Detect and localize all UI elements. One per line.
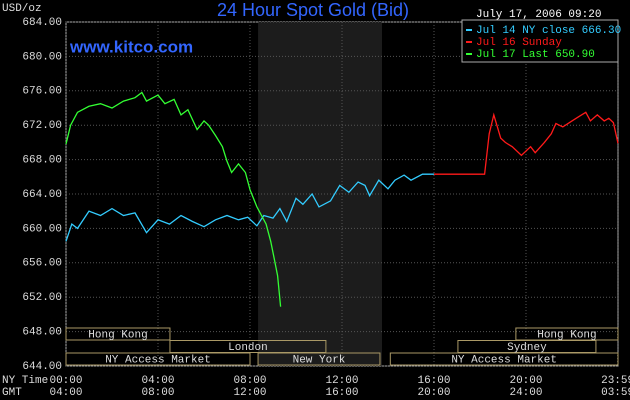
- x-tick-label: 20:00: [509, 375, 542, 387]
- y-axis-label: USD/oz: [2, 3, 42, 15]
- chart-title: 24 Hour Spot Gold (Bid): [217, 0, 409, 20]
- session-box: [65, 327, 171, 341]
- shaded-region: [258, 22, 383, 366]
- session-box: [389, 352, 619, 366]
- x-row-label: NY Time: [2, 375, 48, 387]
- legend-box: [461, 19, 619, 63]
- y-tick-label: 648.00: [22, 327, 62, 339]
- x-tick-label-gmt: 08:00: [141, 387, 174, 399]
- y-tick-label: 652.00: [22, 292, 62, 304]
- y-tick-label: 672.00: [22, 120, 62, 132]
- x-tick-label-gmt: 03:59: [601, 387, 630, 399]
- x-tick-label-gmt: 20:00: [417, 387, 450, 399]
- session-label: Hong Kong: [537, 329, 596, 341]
- x-tick-label-gmt: 24:00: [509, 387, 542, 399]
- x-tick-label-gmt: 12:00: [233, 387, 266, 399]
- legend-label: Jul 17 Last 650.90: [476, 49, 595, 61]
- watermark: www.kitco.com: [69, 37, 193, 56]
- session-box: [257, 352, 381, 366]
- x-tick-label: 23:59: [601, 375, 630, 387]
- x-row-label: GMT: [2, 387, 22, 399]
- y-tick-label: 644.00: [22, 361, 62, 373]
- x-tick-label: 08:00: [233, 375, 266, 387]
- y-tick-label: 664.00: [22, 189, 62, 201]
- x-tick-label: 00:00: [49, 375, 82, 387]
- y-tick-label: 684.00: [22, 17, 62, 29]
- session-label: London: [228, 342, 268, 354]
- y-tick-label: 680.00: [22, 51, 62, 63]
- session-box: [65, 352, 251, 366]
- y-tick-label: 676.00: [22, 86, 62, 98]
- x-tick-label-gmt: 04:00: [49, 387, 82, 399]
- series-line: [434, 111, 619, 175]
- x-tick-label: 04:00: [141, 375, 174, 387]
- y-tick-label: 656.00: [22, 258, 62, 270]
- session-label: New York: [293, 354, 346, 366]
- y-tick-label: 668.00: [22, 155, 62, 167]
- x-tick-label: 12:00: [325, 375, 358, 387]
- session-label: Hong Kong: [88, 329, 147, 341]
- x-tick-label-gmt: 16:00: [325, 387, 358, 399]
- session-label: NY Access Market: [451, 354, 557, 366]
- y-tick-label: 660.00: [22, 223, 62, 235]
- session-label: NY Access Market: [105, 354, 211, 366]
- legend-label: Jul 16 Sunday: [476, 37, 562, 49]
- series-line: [65, 91, 282, 307]
- session-label: Sydney: [507, 342, 547, 354]
- x-tick-label: 16:00: [417, 375, 450, 387]
- series-line: [65, 173, 434, 242]
- timestamp: July 17, 2006 09:20: [476, 9, 601, 21]
- legend-label: Jul 14 NY close 666.30: [476, 25, 621, 37]
